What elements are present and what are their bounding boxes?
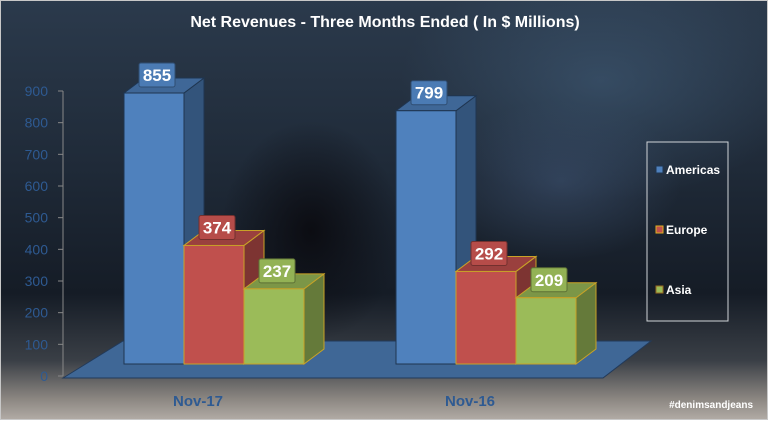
data-label: 374 (203, 218, 232, 237)
bar-asia-nov-17 (243, 288, 305, 365)
data-label-box (258, 258, 296, 284)
legend-label-americas: Americas (666, 163, 720, 177)
y-tick-label: 500 (25, 210, 49, 226)
y-tick-label: 100 (25, 336, 49, 352)
bar-americas-nov-16 (395, 110, 457, 365)
legend-label-asia: Asia (666, 283, 692, 297)
chart-title: Net Revenues - Three Months Ended ( In $… (190, 14, 579, 31)
legend-swatch-asia (655, 285, 664, 294)
y-tick-label: 300 (25, 273, 49, 289)
watermark-hashtag: #denimsandjeans (669, 400, 753, 411)
data-label: 209 (535, 271, 563, 290)
data-label-box (470, 240, 508, 266)
data-label: 799 (415, 84, 443, 103)
legend-box (646, 141, 729, 322)
legend-swatch-americas (655, 165, 664, 174)
bar-asia-nov-16 (515, 297, 577, 365)
data-label-box (198, 214, 236, 240)
data-label-box (410, 80, 448, 106)
bar-europe-nov-16 (455, 270, 517, 365)
legend-label-europe: Europe (666, 223, 708, 237)
y-tick-label: 400 (25, 241, 49, 257)
data-label-box (138, 62, 176, 88)
data-label: 237 (263, 262, 291, 281)
data-label: 855 (143, 66, 171, 85)
y-tick-label: 800 (25, 115, 49, 131)
y-tick-label: 0 (40, 368, 48, 384)
y-tick-label: 700 (25, 146, 49, 162)
data-label: 292 (475, 244, 503, 263)
y-tick-label: 900 (25, 83, 49, 99)
legend-swatch-europe (655, 225, 664, 234)
bar-americas-nov-17 (123, 92, 185, 365)
data-label-box (530, 267, 568, 293)
x-category-label: Nov-16 (445, 393, 495, 410)
bar-europe-nov-17 (183, 244, 245, 365)
y-tick-label: 200 (25, 305, 49, 321)
bar-side-asia (303, 272, 325, 365)
y-tick-label: 600 (25, 178, 49, 194)
x-category-label: Nov-17 (173, 393, 223, 410)
